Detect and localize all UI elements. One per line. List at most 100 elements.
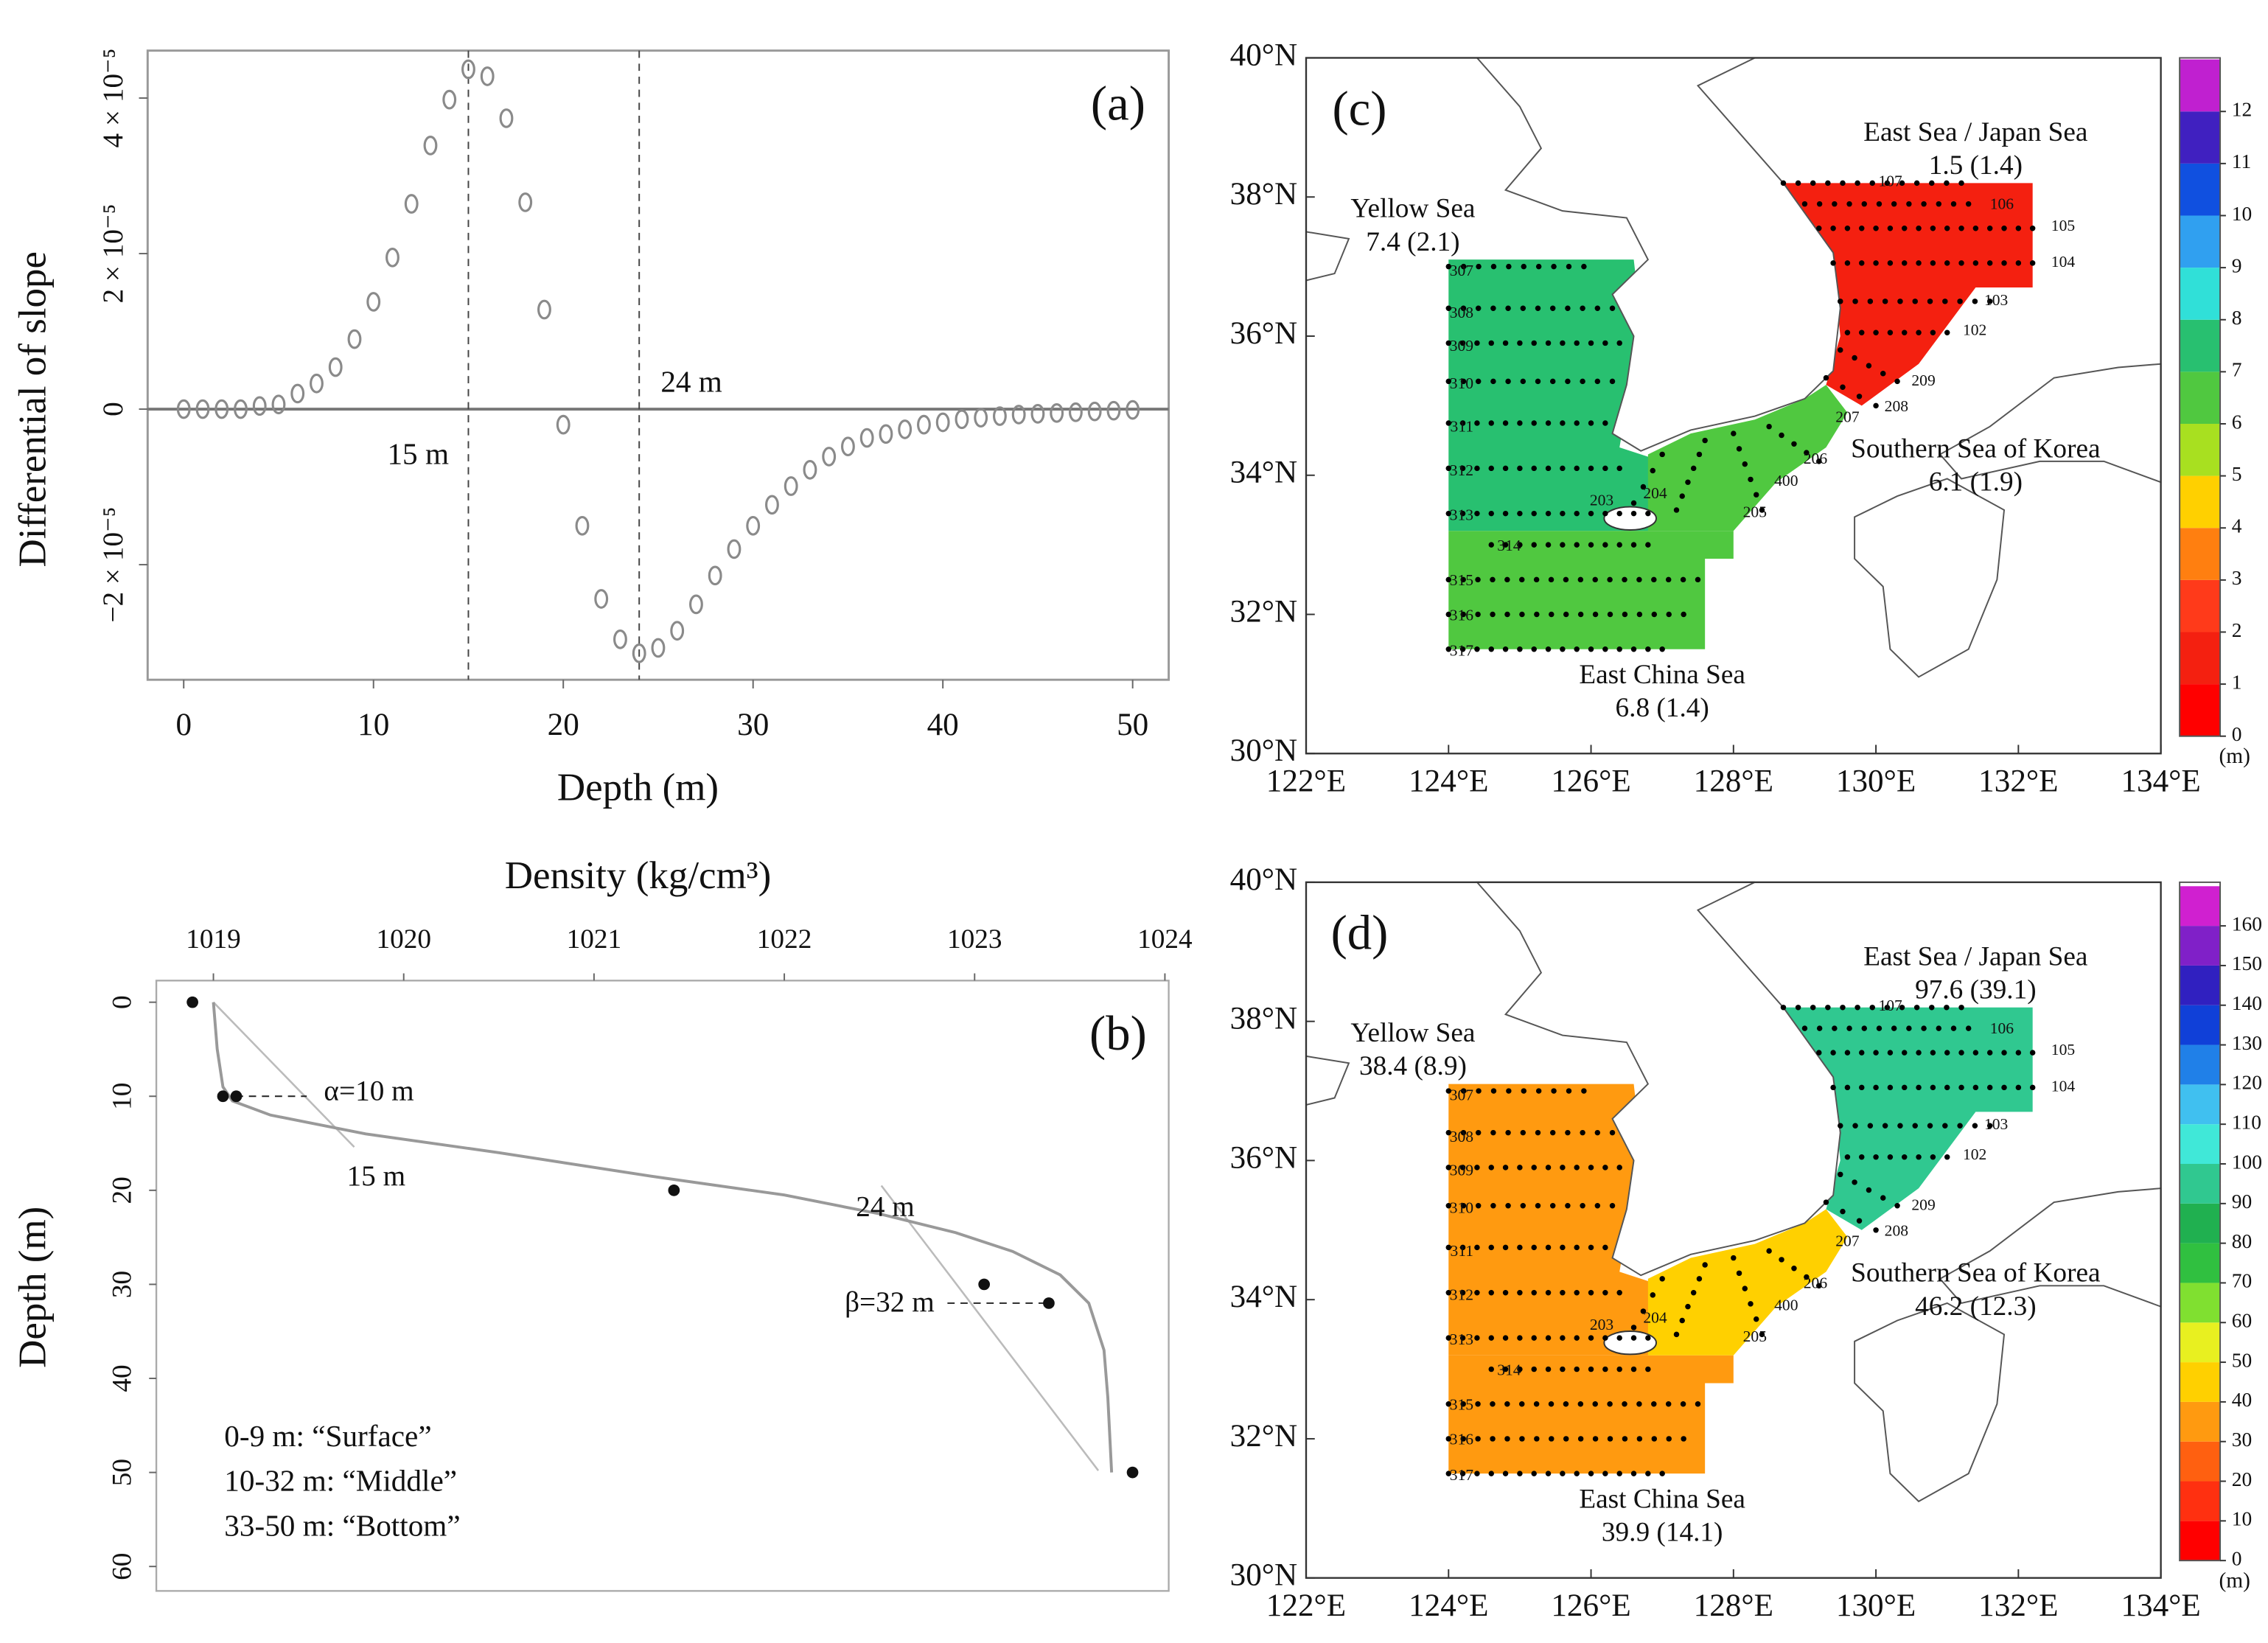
station xyxy=(1825,1005,1831,1011)
station xyxy=(1840,180,1846,186)
station-label: 106 xyxy=(1990,195,2014,213)
reference-label: 15 m xyxy=(387,436,449,470)
station xyxy=(1679,1317,1685,1324)
station xyxy=(1645,542,1651,548)
station xyxy=(1636,576,1642,583)
station xyxy=(1891,200,1897,207)
station xyxy=(1609,378,1616,385)
station xyxy=(1887,260,1894,266)
station xyxy=(1445,465,1451,472)
station xyxy=(1459,1290,1466,1296)
y-tick-label: 20 xyxy=(107,1176,137,1204)
station xyxy=(1825,180,1831,186)
colorbar-block xyxy=(2180,1164,2221,1204)
station xyxy=(1545,340,1552,346)
station xyxy=(1801,200,1808,207)
station xyxy=(1460,576,1466,583)
station xyxy=(1986,1084,1993,1091)
station xyxy=(1873,260,1879,266)
station xyxy=(1474,1165,1480,1171)
region-fill xyxy=(1783,183,2033,406)
station xyxy=(1502,1471,1509,1476)
station xyxy=(1902,225,1908,231)
station xyxy=(1560,1366,1566,1372)
station xyxy=(2001,225,2007,231)
point xyxy=(784,476,798,496)
x-tick-label: 132°E xyxy=(1978,764,2058,798)
region-name: East China Sea xyxy=(1579,660,1745,690)
station xyxy=(1574,1290,1580,1296)
station xyxy=(1884,1005,1891,1011)
station xyxy=(1832,200,1838,207)
station xyxy=(1759,507,1765,513)
station xyxy=(1894,378,1900,385)
station xyxy=(1517,1471,1523,1476)
station xyxy=(1887,329,1894,336)
colorbar-block xyxy=(2180,886,2221,927)
station xyxy=(1816,200,1823,207)
station xyxy=(1958,1005,1964,1011)
x-axis-title: Depth (m) xyxy=(557,766,719,809)
station xyxy=(1475,378,1482,385)
station xyxy=(1517,1335,1523,1341)
station xyxy=(1588,510,1594,517)
station xyxy=(1622,1401,1627,1407)
station xyxy=(1742,461,1748,467)
layer-note: 0-9 m: “Surface” xyxy=(224,1419,431,1453)
colorbar-block xyxy=(2180,475,2221,529)
station xyxy=(1838,347,1843,353)
colorbar-tick-label: 150 xyxy=(2232,952,2262,974)
station xyxy=(1650,467,1656,474)
station xyxy=(1560,420,1566,426)
station xyxy=(1545,1244,1552,1251)
station xyxy=(1927,1123,1933,1129)
station xyxy=(1666,1436,1672,1442)
station xyxy=(1502,465,1509,472)
station xyxy=(1791,1265,1797,1272)
colorbar-tick-label: 11 xyxy=(2232,150,2251,172)
station xyxy=(1488,465,1494,472)
station xyxy=(1840,384,1846,390)
colorbar-block xyxy=(2180,1005,2221,1045)
station xyxy=(1844,1050,1851,1056)
panel-label: (a) xyxy=(1091,77,1145,130)
station xyxy=(1616,1471,1622,1476)
colorbar-block xyxy=(2180,1322,2221,1363)
station xyxy=(1488,1244,1494,1251)
station xyxy=(1602,420,1608,426)
point xyxy=(310,373,324,394)
station xyxy=(1958,1050,1964,1056)
station xyxy=(1490,1129,1496,1136)
x-tick-label: 50 xyxy=(1117,708,1148,742)
y-tick-label: 30 xyxy=(107,1271,137,1298)
station xyxy=(1912,1123,1918,1129)
x-tick-label: 1024 xyxy=(1137,924,1193,955)
station xyxy=(1958,225,1964,231)
station xyxy=(1830,1084,1836,1091)
station xyxy=(1560,646,1566,652)
station xyxy=(1882,299,1888,304)
station xyxy=(1930,1084,1936,1091)
station xyxy=(1779,432,1784,439)
station xyxy=(1702,1262,1708,1268)
station xyxy=(1502,542,1509,548)
station xyxy=(1517,646,1523,652)
station-label: 316 xyxy=(1450,1431,1474,1448)
station xyxy=(1616,542,1622,548)
station xyxy=(1912,299,1918,304)
station xyxy=(1580,305,1585,311)
x-tick-label: 1023 xyxy=(947,924,1002,955)
station xyxy=(2029,1084,2036,1091)
colorbar-tick-label: 1 xyxy=(2232,671,2242,693)
station xyxy=(1659,451,1665,458)
station xyxy=(1475,305,1482,311)
station xyxy=(1965,1025,1972,1031)
station-label: 314 xyxy=(1497,537,1521,554)
station xyxy=(1459,510,1466,517)
station xyxy=(1957,1123,1963,1129)
station xyxy=(1517,510,1523,517)
station xyxy=(1588,1471,1594,1476)
station xyxy=(1840,1005,1846,1011)
station xyxy=(2029,1050,2036,1056)
